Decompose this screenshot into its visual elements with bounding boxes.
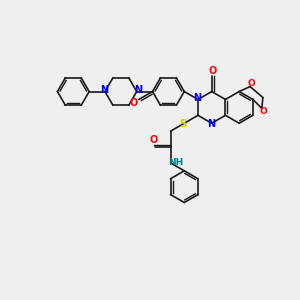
Text: O: O	[150, 135, 158, 145]
Text: O: O	[208, 66, 217, 76]
Text: O: O	[130, 98, 138, 108]
Text: O: O	[260, 107, 268, 116]
Text: O: O	[247, 79, 255, 88]
Text: N: N	[134, 85, 142, 94]
Text: NH: NH	[168, 158, 183, 167]
Text: N: N	[100, 85, 108, 94]
Text: S: S	[179, 119, 187, 129]
Text: N: N	[193, 94, 201, 103]
Text: N: N	[207, 119, 215, 129]
